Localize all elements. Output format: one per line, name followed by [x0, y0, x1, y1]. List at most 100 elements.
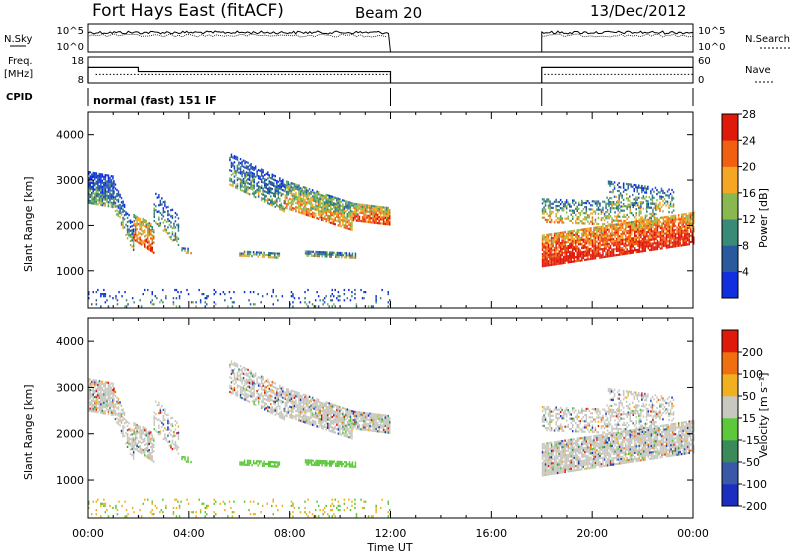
power-cell: [295, 206, 297, 209]
velocity-cell: [236, 384, 239, 387]
velocity-cell: [233, 374, 236, 377]
power-cell: [376, 215, 379, 219]
power-cell: [357, 219, 359, 222]
power-cell: [312, 250, 314, 253]
velocity-cell: [250, 391, 252, 394]
power-cell: [686, 225, 689, 228]
power-cell: [129, 219, 132, 222]
power-cell: [544, 244, 547, 247]
velocity-cell: [142, 438, 144, 441]
power-cell: [369, 219, 371, 222]
power-cell: [652, 221, 654, 224]
power-cell: [375, 205, 377, 208]
velocity-cell: [110, 386, 113, 389]
power-cell: [120, 223, 123, 226]
power-cell: [118, 291, 120, 294]
power-cell: [546, 260, 548, 263]
power-cell: [248, 168, 251, 171]
velocity-cell: [239, 375, 242, 378]
power-cell: [629, 239, 631, 242]
power-cell: [618, 181, 620, 185]
power-cell: [582, 208, 585, 211]
power-cell: [113, 202, 115, 205]
power-cell: [339, 295, 341, 298]
power-cell: [623, 244, 625, 247]
power-cell: [363, 210, 365, 213]
power-cell: [199, 301, 202, 304]
power-cell: [162, 301, 164, 304]
power-cell: [89, 201, 91, 205]
power-cell: [682, 231, 684, 234]
power-cell: [680, 225, 683, 229]
power-cell: [588, 222, 591, 225]
power-cell: [668, 246, 671, 249]
power-cell: [251, 174, 254, 177]
power-cell: [343, 212, 346, 215]
velocity-cell: [264, 393, 266, 396]
power-cell: [351, 212, 353, 215]
power-cell: [597, 248, 600, 251]
power-cell: [342, 217, 344, 220]
velocity-cell: [98, 407, 101, 410]
power-cell: [121, 295, 123, 298]
power-cell: [562, 233, 565, 236]
power-cell: [241, 173, 243, 176]
power-cell: [301, 204, 303, 207]
velocity-cell: [151, 449, 153, 452]
power-cell: [364, 220, 367, 223]
power-cell: [148, 244, 150, 247]
power-cell: [282, 193, 284, 196]
power-cell: [235, 186, 237, 189]
power-cell: [355, 211, 358, 214]
power-cell: [647, 230, 650, 234]
power-cell: [649, 206, 651, 209]
power-cell: [140, 305, 143, 308]
power-cell: [644, 247, 647, 250]
power-cell: [573, 239, 575, 243]
power-cell: [599, 225, 601, 229]
velocity-cell: [167, 422, 169, 425]
power-cell: [626, 224, 628, 227]
power-cell: [95, 303, 98, 306]
power-cell: [175, 288, 178, 292]
power-cell: [628, 233, 630, 236]
power-cell: [615, 233, 618, 236]
power-cell: [317, 217, 320, 220]
power-cell: [274, 193, 276, 196]
power-cell: [638, 226, 640, 229]
velocity-cell: [174, 420, 177, 423]
power-cell: [268, 254, 270, 257]
velocity-cell: [148, 438, 150, 441]
power-cell: [151, 303, 153, 306]
power-cell: [546, 239, 548, 243]
velocity-cell: [253, 382, 255, 385]
power-cell: [94, 194, 96, 197]
power-cell: [615, 239, 618, 242]
power-cell: [602, 254, 604, 257]
freq-trace: [541, 66, 693, 83]
velocity-cell: [134, 433, 137, 436]
power-cell: [282, 178, 284, 181]
power-cell: [313, 254, 316, 258]
power-cell: [358, 219, 361, 222]
velocity-cell: [103, 385, 105, 388]
power-cell: [638, 207, 640, 210]
power-cell: [327, 206, 329, 209]
velocity-cell: [110, 382, 113, 385]
velocity-cell: [239, 379, 242, 382]
power-cell: [235, 155, 237, 158]
power-cell: [268, 190, 270, 193]
power-cell: [614, 233, 616, 236]
power-cell: [277, 197, 280, 200]
power-cell: [358, 203, 361, 206]
power-cell: [276, 190, 278, 193]
velocity-cell: [265, 398, 267, 401]
power-cell: [354, 202, 356, 206]
velocity-cell: [122, 416, 124, 419]
power-cell: [103, 204, 105, 207]
power-cell: [593, 253, 595, 256]
power-cell: [606, 245, 609, 248]
power-cell: [177, 229, 180, 232]
power-cell: [617, 207, 619, 210]
power-cell: [679, 236, 681, 239]
